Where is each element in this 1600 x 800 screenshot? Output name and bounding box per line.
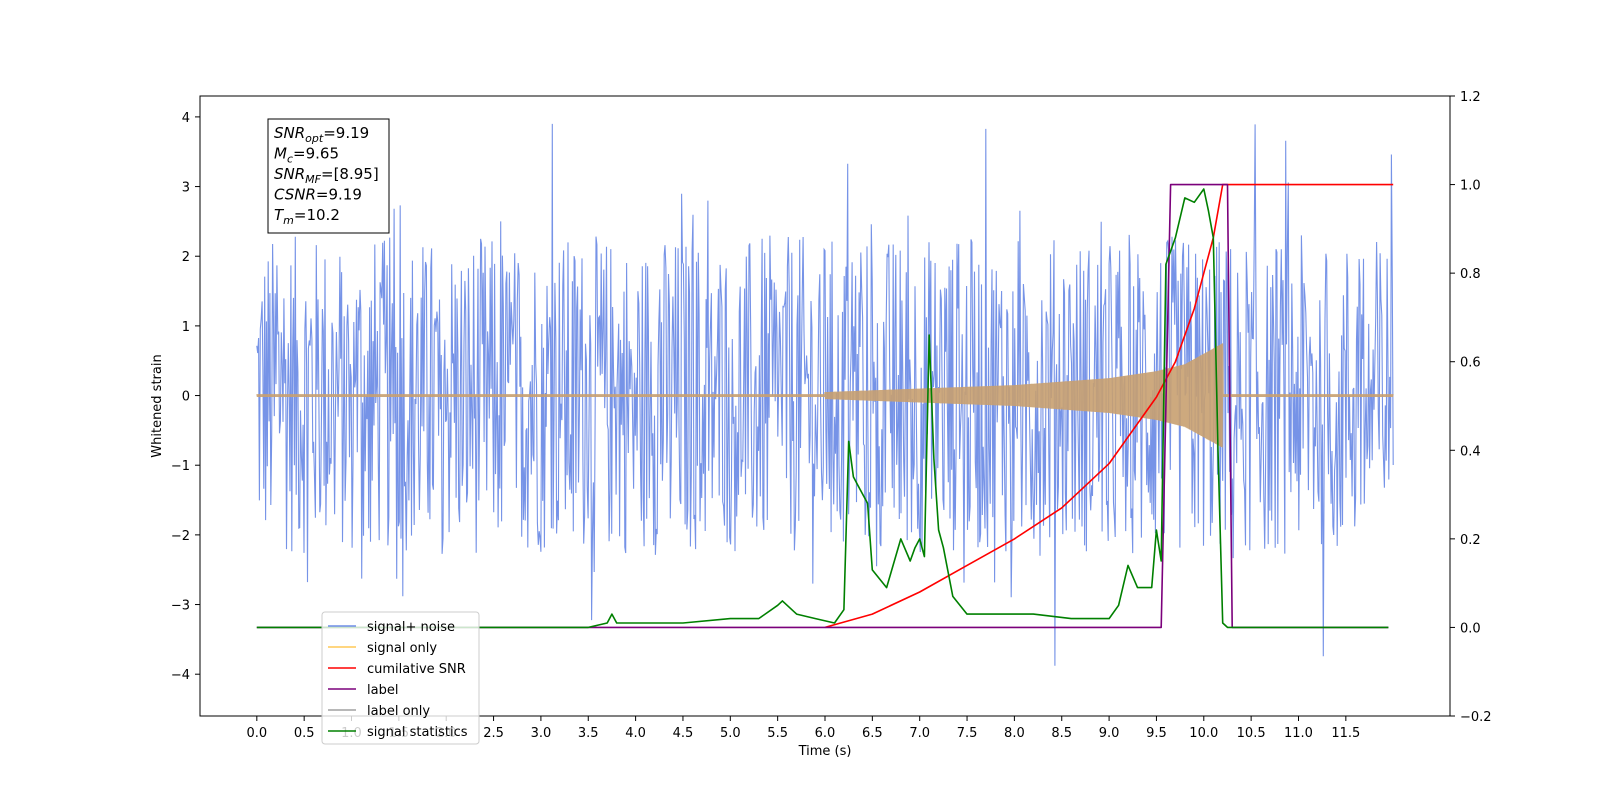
x-tick-label: 9.0 (1099, 726, 1120, 741)
annotation-line: Mc=9.65 (274, 145, 339, 166)
legend: signal+ noise signal only cumilative SNR la… (321, 611, 480, 745)
x-tick-label: 7.0 (909, 726, 930, 741)
series-signal-statistics (256, 188, 1389, 629)
annotation-line: SNRopt=9.19 (274, 124, 369, 145)
y-axis-right: −0.2 0.0 0.2 0.4 0.6 0.8 1.0 1.2 (1450, 90, 1492, 725)
legend-label: signal only (367, 641, 437, 656)
y2-tick-label: 0.2 (1460, 533, 1481, 548)
y-tick-label: −2 (171, 529, 190, 544)
x-tick-label: 4.5 (673, 726, 694, 741)
x-tick-label: 6.5 (862, 726, 883, 741)
x-tick-label: 5.0 (720, 726, 741, 741)
legend-label: signal+ noise (367, 620, 455, 635)
legend-label: cumilative SNR (367, 662, 466, 677)
y-axis-left: −4 −3 −2 −1 0 1 2 3 4 (171, 111, 200, 683)
x-tick-label: 10.5 (1237, 726, 1266, 741)
x-tick-label: 11.0 (1284, 726, 1313, 741)
x-tick-label: 8.5 (1051, 726, 1072, 741)
y2-tick-label: −0.2 (1460, 710, 1492, 725)
y-tick-label: 3 (182, 181, 190, 196)
y-tick-label: 4 (182, 111, 190, 126)
x-tick-label: 9.5 (1146, 726, 1167, 741)
y2-tick-label: 0.0 (1460, 621, 1481, 636)
x-tick-label: 3.5 (578, 726, 599, 741)
series-signal-only (256, 343, 1394, 448)
x-tick-label: 11.5 (1331, 726, 1360, 741)
x-tick-label: 2.5 (483, 726, 504, 741)
x-tick-label: 3.0 (531, 726, 552, 741)
x-axis: 0.00.51.01.52.02.53.03.54.04.55.05.56.06… (246, 716, 1360, 741)
x-tick-label: 0.5 (294, 726, 315, 741)
x-tick-label: 8.0 (1004, 726, 1025, 741)
x-tick-label: 0.0 (246, 726, 267, 741)
x-tick-label: 7.5 (957, 726, 978, 741)
annotation-line: SNRMF=[8.95] (274, 165, 379, 186)
x-tick-label: 4.0 (625, 726, 646, 741)
plot-area (256, 123, 1394, 666)
annotation-line: CSNR=9.19 (274, 186, 362, 204)
legend-frame (321, 611, 480, 745)
series-layer (256, 123, 1394, 666)
series-signal-noise (256, 123, 1394, 666)
x-tick-label: 10.0 (1189, 726, 1218, 741)
x-tick-label: 6.0 (815, 726, 836, 741)
y-tick-label: 2 (182, 250, 190, 265)
annotation-line: Tm=10.2 (274, 206, 340, 227)
y-tick-label: −1 (171, 459, 190, 474)
y-tick-label: 1 (182, 320, 190, 335)
y-tick-label: −3 (171, 599, 190, 614)
y2-tick-label: 0.8 (1460, 267, 1481, 282)
annotation-frame (267, 118, 390, 234)
y-tick-label: 0 (182, 390, 190, 405)
y2-tick-label: 1.0 (1460, 179, 1481, 194)
y-tick-label: −4 (171, 668, 190, 683)
y2-tick-label: 0.6 (1460, 356, 1481, 371)
legend-label: label only (367, 704, 430, 719)
y2-tick-label: 1.2 (1460, 90, 1481, 105)
legend-label: signal statistics (367, 725, 468, 740)
legend-label: label (367, 683, 398, 698)
y2-tick-label: 0.4 (1460, 444, 1481, 459)
x-tick-label: 5.5 (767, 726, 788, 741)
x-axis-label: Time (s) (798, 744, 852, 759)
y-axis-label: Whitened strain (150, 354, 165, 457)
